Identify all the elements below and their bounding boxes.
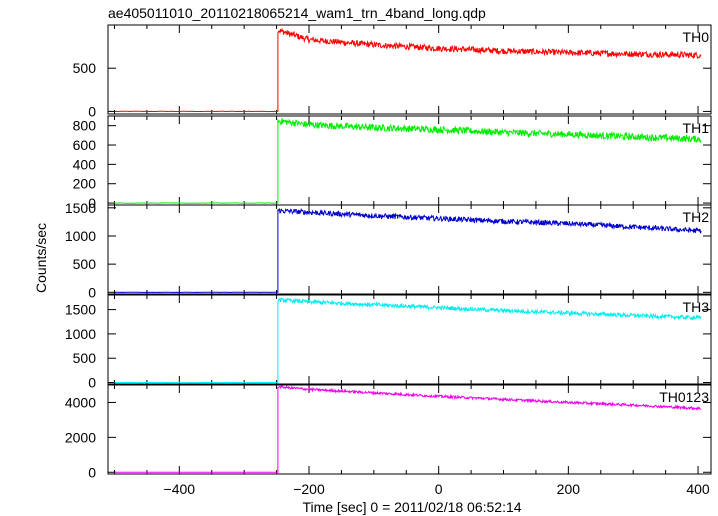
panel-frame <box>107 294 712 385</box>
y-tick-label: 500 <box>73 256 97 272</box>
series-label-th3: TH3 <box>683 299 710 315</box>
y-axis-label: Counts/sec <box>33 223 49 293</box>
y-tick-label: 200 <box>73 176 97 192</box>
series-label-th2: TH2 <box>683 209 710 225</box>
x-tick-label: 400 <box>686 481 710 497</box>
y-tick-label: 800 <box>73 118 97 134</box>
panels-group: 0 500 TH0 0 200 400 600 800 TH1 0 500 1000 1500 TH2 0 5… <box>65 24 712 480</box>
y-tick-label: 600 <box>73 137 97 153</box>
y-tick-label: 0 <box>88 375 96 391</box>
y-tick-label: 1000 <box>65 228 96 244</box>
x-axis-label: Time [sec] 0 = 2011/02/18 06:52:14 <box>302 499 521 515</box>
panel-th1: 0 200 400 600 800 TH1 <box>73 115 712 211</box>
y-tick-label: 0 <box>88 464 96 480</box>
series-line-th2 <box>114 207 702 293</box>
panel-frame <box>107 384 712 475</box>
x-axis: −400 −200 0 200 400 <box>164 481 710 497</box>
y-tick-label: 500 <box>73 60 97 76</box>
series-label-th0123: TH0123 <box>659 389 709 405</box>
y-tick-label: 1500 <box>65 200 96 216</box>
panel-frame <box>107 24 712 115</box>
panel-th0: 0 500 TH0 <box>73 24 712 119</box>
y-tick-label: 400 <box>73 156 97 172</box>
series-line-th0 <box>114 27 702 113</box>
y-tick-label: 1500 <box>65 302 96 318</box>
y-tick-label: 0 <box>88 103 96 119</box>
x-tick-label: −200 <box>293 481 325 497</box>
panel-frame <box>107 204 712 295</box>
y-tick-label: 4000 <box>65 394 96 410</box>
y-tick-label: 500 <box>73 350 97 366</box>
y-tick-label: 1000 <box>65 326 96 342</box>
panel-th3: 0 500 1000 1500 TH3 <box>65 294 712 391</box>
y-tick-label: 0 <box>88 195 96 211</box>
panel-th0123: 0 2000 4000 TH0123 <box>65 384 712 480</box>
panel-th2: 0 500 1000 1500 TH2 <box>65 200 712 300</box>
series-line-th1 <box>114 118 702 204</box>
y-tick-label: 0 <box>88 284 96 300</box>
x-tick-label: 0 <box>435 481 443 497</box>
y-tick-label: 2000 <box>65 429 96 445</box>
chart-title: ae405011010_20110218065214_wam1_trn_4ban… <box>108 5 486 21</box>
series-line-th0123 <box>114 385 702 473</box>
series-label-th1: TH1 <box>683 120 710 136</box>
series-label-th0: TH0 <box>683 29 710 45</box>
x-tick-label: 200 <box>557 481 581 497</box>
x-tick-label: −400 <box>164 481 196 497</box>
series-line-th3 <box>114 296 702 384</box>
